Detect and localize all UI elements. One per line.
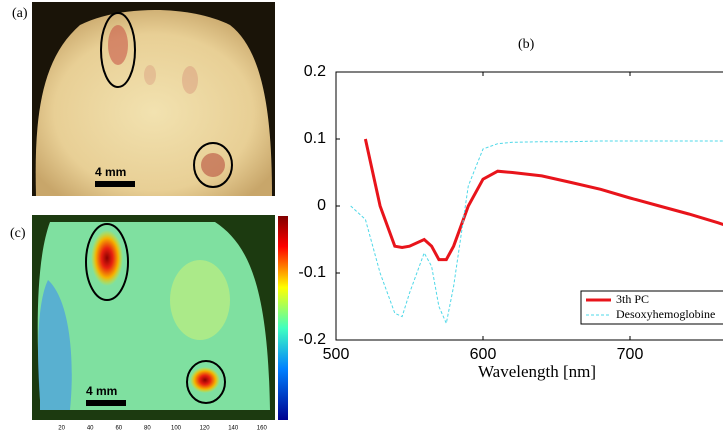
image-tick-label: 100 bbox=[171, 426, 182, 432]
image-tick-label: 120 bbox=[200, 426, 211, 432]
image-tick-label: 20 bbox=[58, 426, 65, 432]
series-line bbox=[350, 140, 723, 325]
image-tick-label: 140 bbox=[228, 426, 239, 432]
image-tick-label: 40 bbox=[87, 426, 94, 432]
image-tick-label: 60 bbox=[115, 426, 122, 432]
x-axis-label: Wavelength [nm] bbox=[478, 362, 596, 381]
image-tick-label: 160 bbox=[257, 426, 268, 432]
series-line bbox=[363, 138, 723, 262]
scale-label: 4 mm bbox=[95, 165, 126, 179]
y-tick-label: 0.2 bbox=[304, 63, 326, 80]
photo-a bbox=[32, 2, 275, 196]
y-tick-label: 0.1 bbox=[304, 130, 326, 147]
map-c bbox=[32, 215, 288, 420]
x-tick-label: 600 bbox=[470, 346, 497, 363]
y-tick-label: 0 bbox=[317, 197, 326, 214]
legend-box bbox=[580, 290, 723, 325]
image-tick-label: 80 bbox=[144, 426, 151, 432]
scale-label: 4 mm bbox=[86, 384, 117, 398]
legend-label: 3th PC bbox=[616, 292, 649, 306]
x-tick-label: 500 bbox=[323, 346, 350, 363]
legend-label: Desoxyhemoglobine bbox=[616, 307, 715, 321]
x-tick-label: 700 bbox=[617, 346, 644, 363]
y-tick-label: -0.2 bbox=[298, 331, 326, 348]
panel-label: (a) bbox=[12, 6, 28, 21]
chart-title: (b) bbox=[518, 37, 535, 52]
panel-label: (c) bbox=[10, 226, 26, 241]
y-tick-label: -0.1 bbox=[298, 264, 326, 281]
